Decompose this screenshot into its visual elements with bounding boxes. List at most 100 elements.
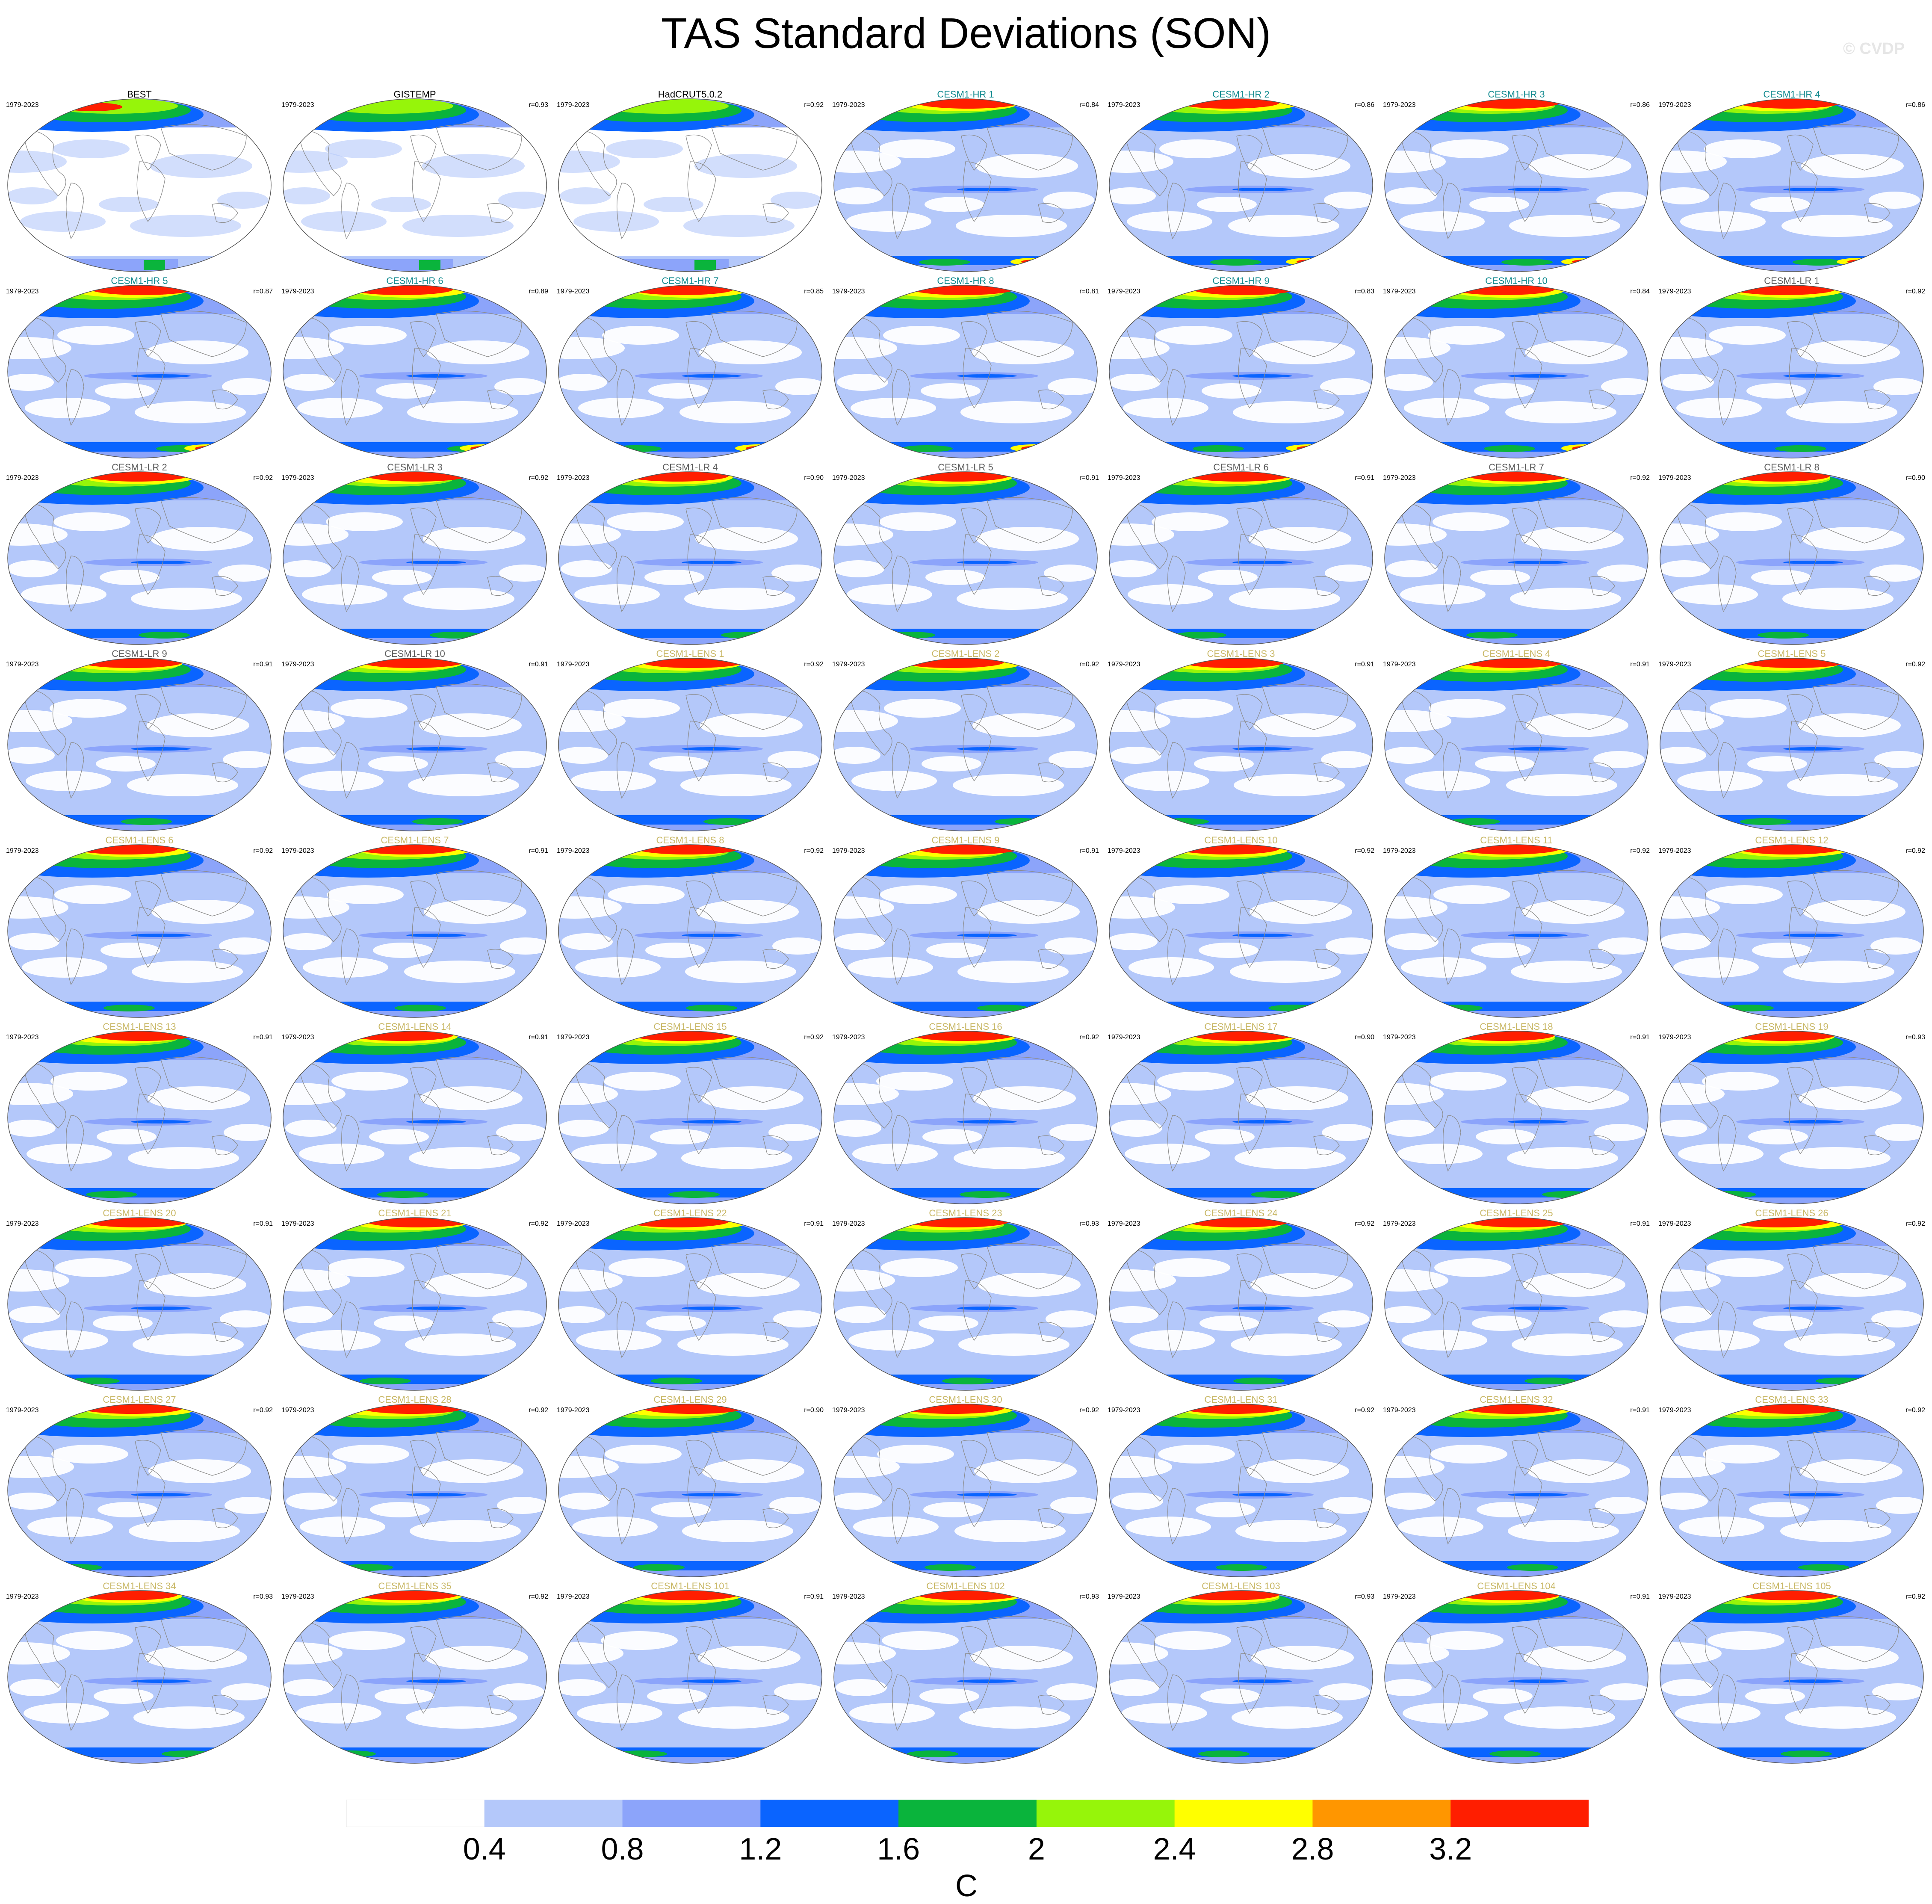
panel-title: CESM1-LR 2 [112, 462, 167, 473]
panel-title: CESM1-LENS 5 [1758, 648, 1826, 659]
panel-pattern-correlation: r=0.91 [1630, 1220, 1650, 1227]
robinson-map [7, 285, 272, 458]
panel-title: CESM1-LENS 3 [1207, 648, 1275, 659]
panel-title: CESM1-LENS 21 [378, 1208, 452, 1218]
panel-pattern-correlation: r=0.92 [529, 1593, 548, 1600]
panel-title: CESM1-LENS 104 [1477, 1581, 1556, 1591]
panel-title: CESM1-LENS 23 [929, 1208, 1002, 1218]
robinson-map [283, 285, 547, 458]
panel-title: CESM1-LR 5 [938, 462, 993, 473]
panel-pattern-correlation: r=0.91 [253, 661, 273, 668]
map-panel: CESM1-LENS 21 1979-2023 r=0.92 [278, 1208, 552, 1392]
map-panel: CESM1-LENS 18 1979-2023 r=0.91 [1380, 1021, 1653, 1205]
map-panel: CESM1-HR 8 1979-2023 r=0.81 [829, 275, 1102, 459]
panel-title: CESM1-HR 9 [1212, 275, 1270, 286]
panel-pattern-correlation: r=0.93 [1079, 1593, 1099, 1600]
map-panel: CESM1-LR 1 1979-2023 r=0.92 [1655, 275, 1929, 459]
panel-pattern-correlation: r=0.92 [1079, 661, 1099, 668]
colorbar-swatch [622, 1800, 761, 1827]
colorbar-swatch [898, 1800, 1037, 1827]
panel-title: CESM1-LENS 19 [1755, 1021, 1829, 1032]
map-panel: CESM1-LR 9 1979-2023 r=0.91 [3, 648, 276, 832]
panel-title: CESM1-HR 7 [662, 275, 719, 286]
cvdp-watermark: © CVDP [1843, 40, 1905, 58]
panel-title: CESM1-LENS 15 [653, 1021, 727, 1032]
panel-title: CESM1-LR 1 [1764, 275, 1820, 286]
panel-years: 1979-2023 [557, 101, 590, 109]
robinson-map [558, 1404, 822, 1577]
colorbar-tick: 0.4 [463, 1832, 506, 1866]
robinson-map [1660, 658, 1924, 831]
robinson-map [1660, 1590, 1924, 1764]
panel-years: 1979-2023 [832, 1407, 865, 1414]
panel-title: CESM1-HR 4 [1763, 89, 1820, 100]
map-panel: CESM1-LR 10 1979-2023 r=0.91 [278, 648, 552, 832]
map-panel: CESM1-LENS 17 1979-2023 r=0.90 [1104, 1021, 1378, 1205]
robinson-map [1660, 1031, 1924, 1204]
robinson-map [833, 98, 1098, 272]
panel-pattern-correlation: r=0.90 [1355, 1034, 1374, 1041]
panel-title: CESM1-LR 6 [1213, 462, 1269, 473]
panel-years: 1979-2023 [1658, 1407, 1691, 1414]
panel-title: CESM1-LENS 102 [926, 1581, 1005, 1591]
colorbar-tick: 1.2 [739, 1832, 782, 1866]
robinson-map [833, 658, 1098, 831]
panel-title: CESM1-HR 2 [1212, 89, 1270, 100]
panel-pattern-correlation: r=0.91 [529, 661, 548, 668]
panel-title: CESM1-LENS 16 [929, 1021, 1002, 1032]
robinson-map [1660, 98, 1924, 272]
panel-pattern-correlation: r=0.91 [1079, 474, 1099, 482]
panel-title: CESM1-HR 1 [937, 89, 994, 100]
robinson-map [1109, 1217, 1373, 1391]
robinson-map [558, 1590, 822, 1764]
panel-title: CESM1-LENS 105 [1752, 1581, 1831, 1591]
map-panel: CESM1-HR 10 1979-2023 r=0.84 [1380, 275, 1653, 459]
map-panel: CESM1-LENS 16 1979-2023 r=0.92 [829, 1021, 1102, 1205]
panel-pattern-correlation: r=0.92 [1905, 847, 1925, 854]
panel-title: CESM1-LENS 101 [651, 1581, 730, 1591]
robinson-map [283, 1590, 547, 1764]
robinson-map [7, 658, 272, 831]
panel-pattern-correlation: r=0.92 [1355, 847, 1374, 854]
panel-pattern-correlation: r=0.91 [1355, 474, 1374, 482]
map-panel: CESM1-LENS 9 1979-2023 r=0.91 [829, 835, 1102, 1019]
panel-years: 1979-2023 [281, 474, 314, 482]
map-panel: CESM1-LENS 31 1979-2023 r=0.92 [1104, 1394, 1378, 1578]
map-panel-grid: BEST 1979-2023 GISTEMP 1979-2023 r=0.93 HadCR… [3, 89, 1929, 1765]
colorbar-tick: 3.2 [1429, 1832, 1472, 1866]
panel-pattern-correlation: r=0.92 [529, 1407, 548, 1414]
panel-title: GISTEMP [393, 89, 436, 100]
map-panel: CESM1-LENS 15 1979-2023 r=0.92 [553, 1021, 827, 1205]
robinson-map [833, 1217, 1098, 1391]
panel-title: CESM1-LR 7 [1489, 462, 1544, 473]
robinson-map [1384, 1031, 1648, 1204]
map-panel: CESM1-LR 4 1979-2023 r=0.90 [553, 462, 827, 646]
map-panel: BEST 1979-2023 [3, 89, 276, 273]
panel-title: CESM1-LENS 1 [656, 648, 724, 659]
panel-pattern-correlation: r=0.91 [529, 1034, 548, 1041]
robinson-map [558, 1031, 822, 1204]
robinson-map [1109, 1590, 1373, 1764]
robinson-map [283, 471, 547, 645]
map-panel: CESM1-LENS 20 1979-2023 r=0.91 [3, 1208, 276, 1392]
map-panel: CESM1-LENS 26 1979-2023 r=0.92 [1655, 1208, 1929, 1392]
robinson-map [1109, 658, 1373, 831]
panel-years: 1979-2023 [6, 1407, 39, 1414]
map-panel: HadCRUT5.0.2 1979-2023 r=0.92 [553, 89, 827, 273]
colorbar-tick: 0.8 [601, 1832, 644, 1866]
panel-title: CESM1-LENS 30 [929, 1394, 1002, 1405]
robinson-map [1109, 98, 1373, 272]
panel-title: CESM1-LENS 28 [378, 1394, 452, 1405]
panel-title: CESM1-LENS 2 [931, 648, 1000, 659]
robinson-map [558, 471, 822, 645]
panel-pattern-correlation: r=0.86 [1355, 101, 1374, 109]
map-panel: CESM1-LENS 27 1979-2023 r=0.92 [3, 1394, 276, 1578]
panel-years: 1979-2023 [1658, 1593, 1691, 1600]
robinson-map [7, 1404, 272, 1577]
panel-title: CESM1-LENS 8 [656, 835, 724, 846]
colorbar-swatch [1450, 1800, 1589, 1827]
panel-pattern-correlation: r=0.87 [253, 288, 273, 295]
robinson-map [1109, 844, 1373, 1018]
colorbar-swatch [346, 1800, 485, 1827]
map-panel: CESM1-LENS 105 1979-2023 r=0.92 [1655, 1581, 1929, 1765]
